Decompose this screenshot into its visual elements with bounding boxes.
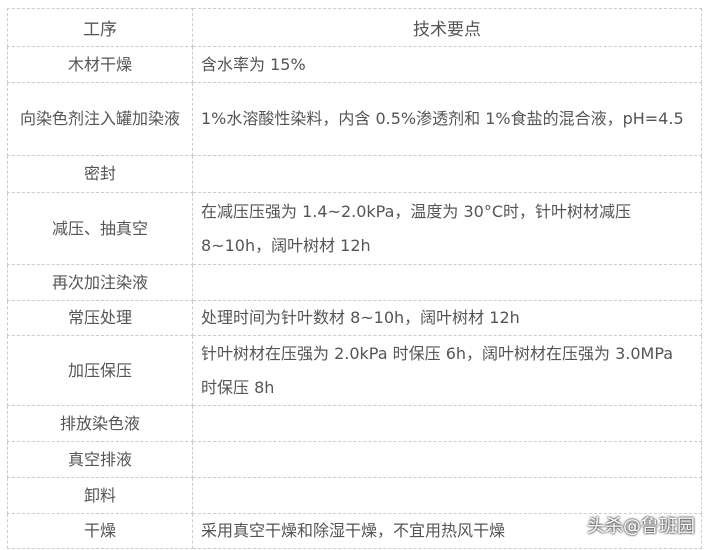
header-step: 工序 (7, 8, 193, 47)
detail-cell: 1%水溶酸性染料，内含 0.5%渗透剂和 1%食盐的混合液，pH=4.5 (192, 82, 702, 156)
table-row: 排放染色液 (7, 405, 702, 442)
step-cell: 再次加注染液 (7, 264, 193, 301)
table-row: 向染色剂注入罐加染液 1%水溶酸性染料，内含 0.5%渗透剂和 1%食盐的混合液，… (7, 82, 702, 156)
step-cell: 排放染色液 (7, 405, 193, 442)
header-detail: 技术要点 (192, 8, 702, 47)
step-cell: 加压保压 (7, 335, 193, 406)
detail-cell: 针叶树材在压强为 2.0kPa 时保压 6h，阔叶树材在压强为 3.0MPa 时… (192, 335, 702, 406)
detail-cell (192, 405, 702, 442)
step-cell: 向染色剂注入罐加染液 (7, 82, 193, 156)
header-row: 工序 技术要点 (7, 8, 702, 47)
detail-cell (192, 477, 702, 514)
step-cell: 木材干燥 (7, 46, 193, 83)
table-row: 密封 (7, 155, 702, 193)
table-row: 减压、抽真空 在减压压强为 1.4~2.0kPa，温度为 30°C时，针叶树材减压… (7, 192, 702, 265)
step-cell: 常压处理 (7, 300, 193, 336)
step-cell: 卸料 (7, 477, 193, 514)
step-cell: 干燥 (7, 513, 193, 549)
step-cell: 减压、抽真空 (7, 192, 193, 265)
detail-cell (192, 264, 702, 301)
table-row: 卸料 (7, 477, 702, 514)
table-row: 木材干燥 含水率为 15% (7, 46, 702, 83)
step-cell: 真空排液 (7, 441, 193, 478)
detail-cell: 处理时间为针叶数材 8~10h，阔叶树材 12h (192, 300, 702, 336)
detail-cell: 含水率为 15% (192, 46, 702, 83)
table-row: 加压保压 针叶树材在压强为 2.0kPa 时保压 6h，阔叶树材在压强为 3.0M… (7, 335, 702, 406)
detail-cell (192, 155, 702, 193)
detail-cell: 在减压压强为 1.4~2.0kPa，温度为 30°C时，针叶树材减压 8~10h… (192, 192, 702, 265)
table-row: 常压处理 处理时间为针叶数材 8~10h，阔叶树材 12h (7, 300, 702, 336)
process-table: 工序 技术要点 木材干燥 含水率为 15% 向染色剂注入罐加染液 1%水溶酸性染料，内… (7, 8, 702, 549)
table-row: 干燥 采用真空干燥和除湿干燥，不宜用热风干燥 (7, 513, 702, 549)
detail-cell: 采用真空干燥和除湿干燥，不宜用热风干燥 (192, 513, 702, 549)
table-row: 再次加注染液 (7, 264, 702, 301)
detail-cell (192, 441, 702, 478)
step-cell: 密封 (7, 155, 193, 193)
watermark: 头杀@鲁班园 (587, 516, 695, 537)
table-row: 真空排液 (7, 441, 702, 478)
